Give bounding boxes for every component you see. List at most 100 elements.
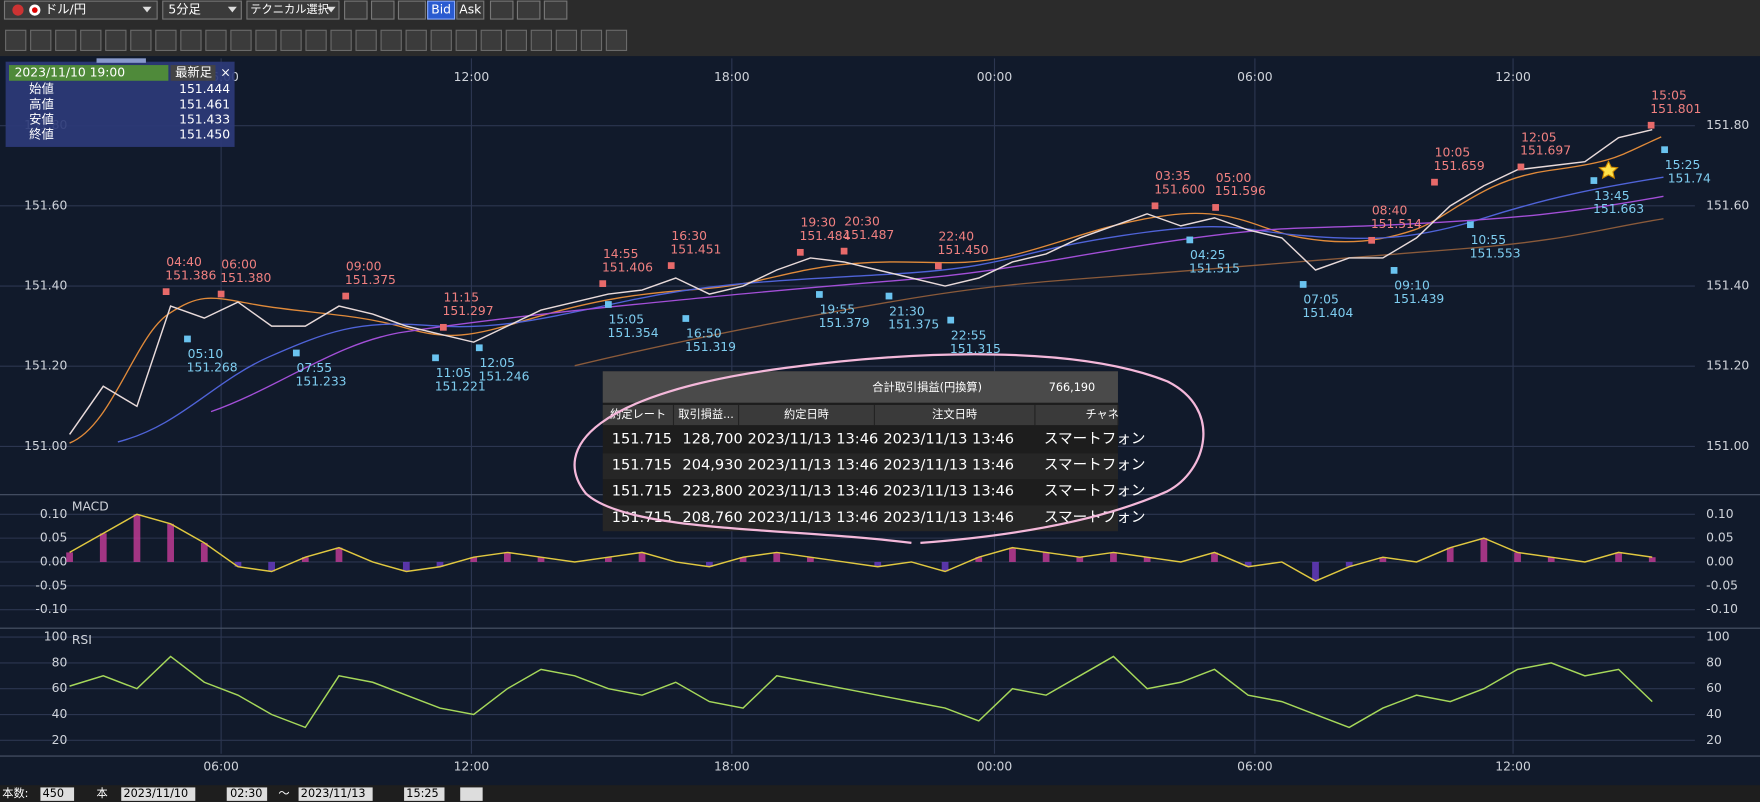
cell: 2023/11/13 13:46 [748, 509, 879, 526]
bid-button[interactable] [427, 0, 456, 20]
annotation-price: 151.375 [345, 273, 396, 287]
tool-icon[interactable] [530, 29, 553, 52]
axis-label: 151.40 [1706, 279, 1749, 293]
tool-button[interactable] [489, 0, 514, 20]
cell: 2023/11/13 13:46 [883, 509, 1014, 526]
low-marker [1661, 146, 1668, 154]
low-marker [885, 292, 893, 300]
macd-bar [503, 552, 511, 562]
annotation-time: 05:10 [188, 347, 224, 361]
tool-icon[interactable] [55, 29, 77, 52]
cell: 208,760 [682, 509, 742, 526]
high-marker [599, 280, 607, 287]
unit: 本 [97, 786, 108, 800]
annotation-time: 22:40 [939, 229, 975, 243]
annotation-time: 19:55 [820, 303, 856, 317]
tool-icon[interactable] [180, 29, 202, 52]
tool-icon[interactable] [555, 29, 578, 52]
timeframe-select[interactable] [162, 0, 242, 20]
cell: 2023/11/13 13:46 [748, 431, 879, 448]
tool-icon[interactable] [80, 29, 102, 52]
row-bg [602, 505, 1118, 532]
apply-button[interactable] [460, 787, 483, 801]
macd-bar [99, 533, 107, 562]
grip [96, 58, 146, 63]
macd-bar [301, 557, 309, 562]
macd-bar [1312, 561, 1319, 582]
macd-bar [638, 552, 646, 562]
tool-icon[interactable] [230, 29, 252, 52]
annotation-price: 151.297 [443, 304, 494, 318]
tool-icon[interactable] [5, 29, 27, 52]
annotation-price: 151.439 [1393, 292, 1444, 306]
cell: 151.715 [612, 483, 672, 500]
tool-button[interactable] [516, 0, 541, 20]
from-time-input[interactable] [226, 787, 268, 801]
column-header: 取引損益... [678, 407, 734, 421]
axis-label: 151.40 [24, 279, 67, 293]
tool-icon[interactable] [405, 29, 427, 52]
tool-icon[interactable] [205, 29, 227, 52]
grid: 06:00 06:00 12:00 12:00 18:00 18:00 00:00 00:00… [0, 58, 1749, 774]
to-time-input[interactable] [404, 787, 445, 801]
tool-icon[interactable] [130, 29, 152, 52]
tool-icon[interactable] [480, 29, 502, 52]
ohlc-panel: 2023/11/10 19:00 最新足 × 始値 151.444 高値 151.46… [5, 58, 235, 147]
tool-icon[interactable] [280, 29, 302, 52]
low-marker [1186, 236, 1194, 244]
annotation-time: 11:15 [444, 291, 480, 305]
tool-button[interactable] [344, 0, 368, 20]
tool-button[interactable] [543, 0, 568, 20]
tool-icon[interactable] [105, 29, 127, 52]
axis-label: 0.05 [40, 531, 67, 545]
time-label: 18:00 [714, 760, 750, 774]
plots: 04:40151.38606:00151.38009:00151.37511:1… [66, 89, 1711, 729]
pair: ドル/円 [45, 3, 86, 17]
summary-value: 766,190 [1049, 381, 1095, 394]
annotation-time: 08:40 [1372, 204, 1408, 218]
axis-label: 0.10 [1706, 507, 1734, 521]
to-date-input[interactable] [298, 787, 373, 801]
flag [12, 4, 24, 16]
tool-icon[interactable] [430, 29, 452, 52]
annotation-price: 151.380 [220, 271, 271, 285]
tool-button[interactable] [370, 0, 395, 20]
tool-icon[interactable] [455, 29, 477, 52]
tool-icon[interactable] [305, 29, 327, 52]
macd-bar [941, 561, 949, 572]
tool-icon[interactable] [255, 29, 277, 52]
close-button[interactable]: × [220, 65, 230, 79]
high-marker [1647, 121, 1655, 129]
annotation-time: 07:55 [297, 361, 333, 375]
rsi-label: RSI [72, 633, 92, 647]
column-header: 約定日時 [784, 407, 829, 421]
tool-icon[interactable] [355, 29, 377, 52]
cell: 204,930 [682, 457, 742, 474]
axis-label: 0.10 [40, 507, 68, 521]
count-input[interactable] [40, 787, 75, 801]
tilde: ～ [278, 787, 289, 800]
low-marker [605, 301, 612, 308]
tool-icon[interactable] [580, 29, 603, 52]
axis-label: -0.05 [35, 578, 67, 592]
macd-bar [234, 561, 242, 567]
time-label: 06:00 [1237, 760, 1273, 774]
technical-select[interactable] [246, 0, 340, 20]
pair-select[interactable] [3, 0, 158, 20]
annotation-time: 15:05 [609, 313, 645, 327]
annotation-price: 151.246 [478, 369, 529, 383]
tool-icon[interactable] [605, 29, 628, 52]
time-label: 12:00 [454, 70, 490, 84]
tool-icon[interactable] [380, 29, 402, 52]
annotation-price: 151.315 [950, 342, 1001, 356]
ask-button[interactable] [456, 0, 485, 20]
tool-icon[interactable] [330, 29, 352, 52]
tool-button[interactable] [397, 0, 426, 20]
macd-bar [706, 561, 713, 567]
tool-icon[interactable] [30, 29, 52, 52]
from-date-input[interactable] [121, 787, 196, 801]
tool-icon[interactable] [505, 29, 527, 52]
dropdown-arrow [326, 6, 336, 13]
tool-icon[interactable] [155, 29, 177, 52]
annotation-price: 151.514 [1371, 217, 1422, 231]
